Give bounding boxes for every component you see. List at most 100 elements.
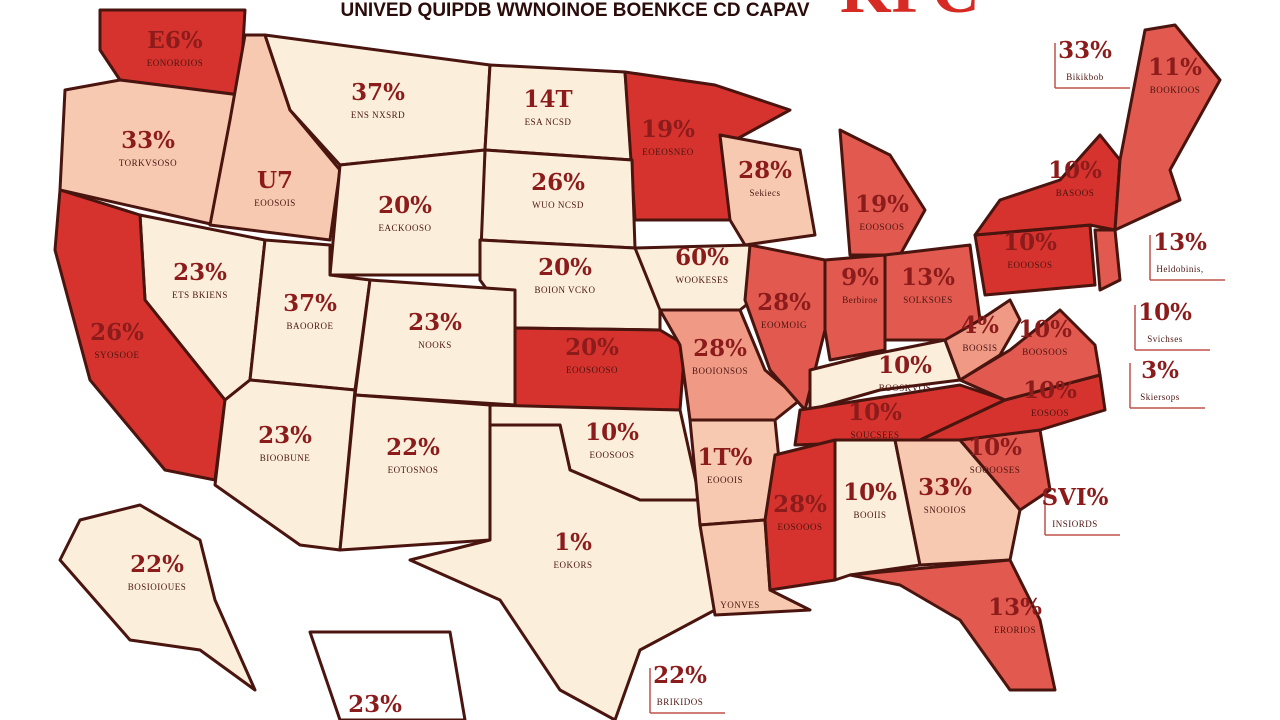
state-value: 28% [693,335,747,362]
state [1113,23,1222,232]
state-value: 33% [121,127,175,154]
callout-value: 3% [1141,357,1179,384]
new-jersey [1093,228,1122,292]
state-value: 10% [878,352,932,379]
states [53,8,1222,720]
state-value: 22% [130,551,184,578]
state-caption: SOOOOSES [970,465,1021,475]
callout-caption: Skiersops [1140,392,1180,402]
state-caption: YONVES [720,600,760,610]
state-value: 23% [258,422,312,449]
state-value: 19% [855,191,909,218]
state-caption: BOION VCKO [534,285,595,295]
state-caption: EOOOIS [707,475,743,485]
state-value: 10% [848,399,902,426]
state-caption: WOOKESES [676,275,729,285]
state-caption: EOSOOS [1031,408,1069,418]
state-value: 1% [554,529,592,556]
state [838,128,927,257]
state-caption: EOOSOOS [859,222,904,232]
state-caption: EOOSOOSO [566,365,618,375]
state-caption: BOOSIS [962,343,997,353]
state-value: 10% [1023,377,1077,404]
state-caption: WUO NCSD [532,200,584,210]
state-caption: TORKVSOSO [119,158,177,168]
state-caption: Berbiroe [842,295,878,305]
state-caption: ETS BKIENS [172,290,228,300]
title: UNIVED QUIPDB WWNOINOE BOENKCE CD CAPAV [340,0,809,21]
state-value: 23% [173,259,227,286]
state-caption: BOOSOOS [1022,347,1068,357]
state-value: 26% [531,169,585,196]
state [718,133,817,247]
state-value: 19% [641,116,695,143]
state-value: 10% [968,434,1022,461]
state-value: 37% [351,79,405,106]
state-value: 9% [841,264,879,291]
state-value: 10% [585,419,639,446]
state [848,558,1057,692]
state [823,253,887,362]
callout-caption: Svichses [1147,334,1183,344]
state-value: 10% [1048,157,1102,184]
state-value: 23% [348,691,402,718]
state-value: 20% [378,192,432,219]
callout-value: 10% [1138,299,1192,326]
state-caption: ESA NCSD [525,117,572,127]
state [763,438,837,592]
state-value: 28% [738,157,792,184]
state [58,503,257,692]
state-caption: ERORIOS [994,625,1036,635]
callout-value: 13% [1153,229,1207,256]
callout-value: SVI% [1041,484,1108,511]
state-caption: NOOKS [418,340,452,350]
state-caption: EOKORS [553,560,592,570]
state [408,423,717,720]
callout-caption: INSIORDS [1052,519,1098,529]
state-value: 33% [918,474,972,501]
callout-caption: Bikikbob [1066,72,1104,82]
state-caption: BOSIOIOUES [128,582,187,592]
state-caption: BAOOROE [286,321,333,331]
state-caption: BIOOBUNE [260,453,311,463]
callout-caption: BRIKIDOS [657,697,704,707]
state [973,133,1122,237]
state-value: 10% [1003,229,1057,256]
state-caption: BASOOS [1056,188,1095,198]
state-caption: EONOROIOS [147,58,204,68]
state-value: U7 [257,167,293,194]
state-caption: EOOOSOS [1007,260,1052,270]
state-caption: BOOKIOOS [1150,85,1201,95]
state-caption: SNOOIOS [924,505,967,515]
state-value: 10% [1018,316,1072,343]
state-caption: EOSOOOS [777,522,822,532]
state-caption: ENS NXSRD [351,110,405,120]
state-caption: EOOMOIG [761,320,807,330]
state-caption: SYOSOOE [94,350,139,360]
callout-caption: Heldobinis, [1156,264,1203,274]
state-caption: EOTOSNOS [388,465,439,475]
state [698,518,812,617]
state [658,308,802,422]
state-caption: SOLKSOES [903,295,953,305]
state-value: 4% [961,312,999,339]
state-value: 10% [843,479,897,506]
callout-value: 33% [1058,37,1112,64]
state [958,308,1102,402]
state-caption: BOOIONSOS [692,366,748,376]
state-value: 26% [90,319,144,346]
state-caption: EOOSOOS [589,450,634,460]
state-caption: BOOIIS [853,510,886,520]
state-value: 20% [565,334,619,361]
state [213,378,357,552]
state-value: E6% [147,27,203,54]
state-value: 14T [523,86,572,113]
state-caption: EOOSOIS [254,198,296,208]
state-value: 11% [1148,54,1202,81]
labels: E6% EONOROIOS 33% TORKVSOSO U7 EOOSOIS 37% ENS … [90,27,1225,718]
state [943,298,1022,382]
state-caption: EOEOSNEO [642,147,694,157]
state-value: 13% [901,264,955,291]
state-caption: BOOSKVOS [879,383,932,393]
